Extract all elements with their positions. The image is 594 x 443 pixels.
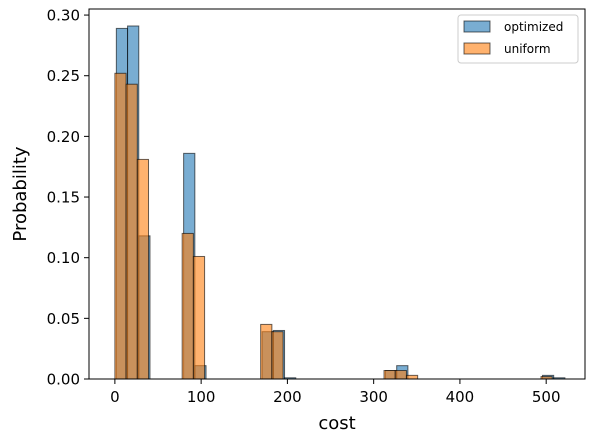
y-tick-label: 0.10 xyxy=(47,249,80,267)
uniform-legend-label: uniform xyxy=(504,42,551,56)
y-tick-label: 0.20 xyxy=(47,128,80,146)
optimized-legend-swatch xyxy=(463,20,491,33)
legend: optimized uniform xyxy=(457,14,579,64)
uniform-bar-7 xyxy=(383,370,396,380)
y-tick-label: 0.30 xyxy=(47,7,80,25)
uniform-bar-9 xyxy=(405,374,419,380)
y-axis-label: Probability xyxy=(10,146,31,241)
uniform-legend-swatch xyxy=(463,42,491,55)
x-tick-label: 100 xyxy=(187,388,216,406)
uniform-bar-3 xyxy=(181,232,194,380)
x-tick-label: 0 xyxy=(110,388,120,406)
uniform-bar-5 xyxy=(260,323,273,380)
x-tick-label: 400 xyxy=(446,388,475,406)
y-tick-label: 0.05 xyxy=(47,310,80,328)
y-tick-label: 0.25 xyxy=(47,67,80,85)
x-tick-label: 200 xyxy=(273,388,302,406)
y-tick-label: 0.00 xyxy=(47,371,80,389)
y-axis-ticks: 0.00 0.05 0.10 0.15 0.20 0.25 0.30 xyxy=(47,7,89,389)
optimized-legend-label: optimized xyxy=(504,20,563,34)
x-axis-label: cost xyxy=(318,413,355,434)
x-axis-ticks: 0 100 200 300 400 500 xyxy=(110,379,561,406)
x-tick-label: 300 xyxy=(359,388,388,406)
uniform-bar-2 xyxy=(136,158,150,380)
uniform-bar-8 xyxy=(394,370,407,380)
x-tick-label: 500 xyxy=(532,388,561,406)
uniform-bar-1 xyxy=(125,83,138,380)
y-tick-label: 0.15 xyxy=(47,189,80,207)
uniform-bar-4 xyxy=(192,255,206,380)
uniform-bar-6 xyxy=(271,331,284,380)
uniform-bar-0 xyxy=(114,72,127,380)
plot-area-frame xyxy=(88,8,586,380)
